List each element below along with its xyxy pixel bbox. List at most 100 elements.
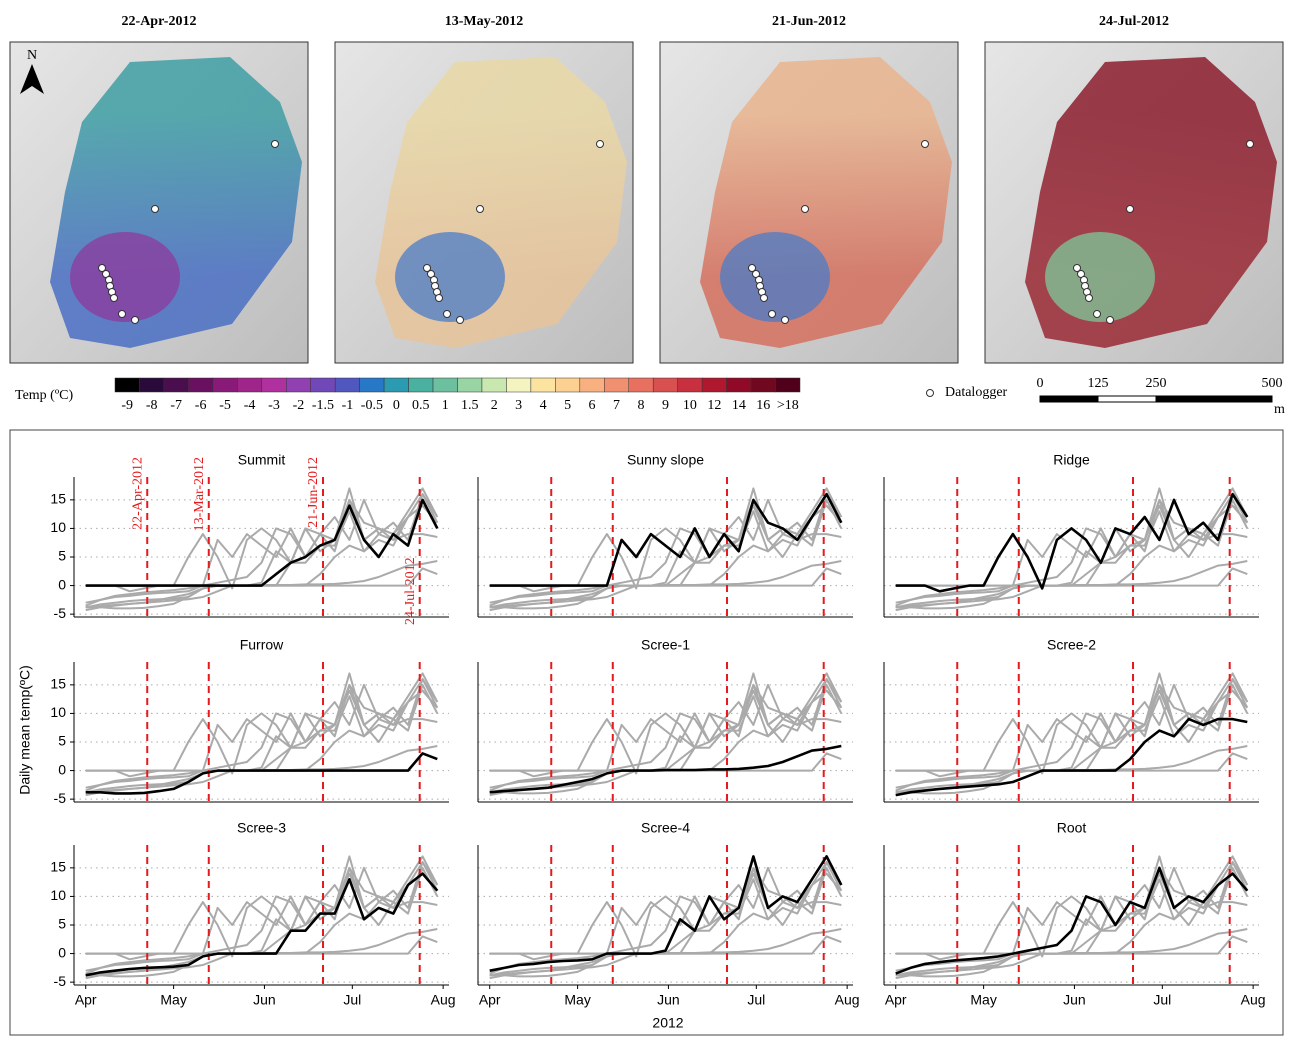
north-arrow [20, 64, 44, 94]
other-site-line [489, 504, 843, 609]
scale-label: 0 [1037, 376, 1044, 391]
scale-unit: m [1274, 402, 1285, 417]
colorbar-label: -2 [293, 398, 305, 413]
colorbar-label: 5 [564, 398, 571, 413]
datalogger [921, 140, 929, 148]
panel-title: Scree-4 [641, 820, 690, 836]
colorbar-swatch [188, 377, 214, 393]
colorbar-label: 1 [442, 398, 449, 413]
datalogger [1085, 294, 1093, 302]
x-tick-label: Apr [479, 992, 501, 1008]
other-site-line [895, 861, 1249, 955]
colorbar-label: 9 [662, 398, 669, 413]
colorbar-swatch [555, 377, 581, 393]
colorbar-label: -5 [219, 398, 231, 413]
site-line [489, 744, 842, 794]
x-axis-label: 2012 [652, 1015, 683, 1031]
x-tick-label: May [564, 992, 590, 1008]
site-line [85, 872, 439, 977]
other-site-line [489, 678, 843, 772]
colorbar-label: -0.5 [361, 398, 383, 413]
other-site-line [895, 493, 1249, 587]
panel-title: Sunny slope [627, 452, 704, 468]
panel-title: Scree-1 [641, 637, 690, 653]
scale-segment [1097, 395, 1157, 403]
colorbar-swatch [457, 377, 483, 393]
colorbar-swatch [726, 377, 752, 393]
other-site-line [85, 861, 439, 955]
colorbar-swatch [383, 377, 409, 393]
map-title: 13-May-2012 [445, 14, 524, 29]
other-site-line [489, 872, 843, 977]
x-tick-label: May [160, 992, 186, 1008]
colorbar-swatch [530, 377, 556, 393]
colorbar-swatch [334, 377, 360, 393]
y-tick-label: -5 [54, 790, 67, 806]
other-site-line [85, 689, 439, 794]
colorbar-label: -9 [121, 398, 133, 413]
panel-title: Scree-2 [1047, 637, 1096, 653]
panel-title: Furrow [240, 637, 284, 653]
other-site-line [895, 683, 1249, 792]
y-axis-label: Daily mean temp(ºC) [17, 665, 33, 795]
y-tick-label: 5 [58, 548, 66, 564]
colorbar-swatch [310, 377, 336, 393]
x-tick-label: Aug [431, 992, 456, 1008]
x-tick-label: Jul [747, 992, 765, 1008]
datalogger [456, 316, 464, 324]
datalogger-label: Datalogger [945, 385, 1008, 400]
other-site-line [85, 866, 439, 975]
chart-frame [9, 429, 1284, 1036]
datalogger [801, 205, 809, 213]
map: N [9, 41, 309, 364]
colorbar-label: 12 [707, 398, 721, 413]
datalogger [1246, 140, 1254, 148]
y-tick-label: 0 [58, 944, 66, 960]
panel-title: Scree-3 [237, 820, 286, 836]
colorbar-label: -7 [170, 398, 182, 413]
colorbar-swatch [432, 377, 458, 393]
datalogger [760, 294, 768, 302]
datalogger [151, 205, 159, 213]
x-tick-label: May [970, 992, 996, 1008]
other-site-line [85, 678, 439, 772]
temperature-patch [720, 232, 830, 322]
y-tick-label: 10 [50, 519, 66, 535]
temperature-patch [395, 232, 505, 322]
datalogger [596, 140, 604, 148]
datalogger [435, 294, 443, 302]
other-site-line [895, 872, 1249, 977]
y-tick-label: -5 [54, 605, 67, 621]
datalogger [110, 294, 118, 302]
site-line [895, 717, 1248, 797]
other-site-line [895, 689, 1249, 794]
colorbar-swatch [677, 377, 703, 393]
date-label: 21-Jun-2012 [306, 457, 321, 528]
panel-title: Root [1057, 820, 1087, 836]
datalogger [271, 140, 279, 148]
scale-label: 250 [1146, 376, 1167, 391]
date-label: 24-Jul-2012 [403, 557, 418, 625]
other-site-line [489, 689, 843, 794]
site-line [489, 855, 843, 972]
other-site-line [489, 861, 843, 955]
other-site-line [895, 678, 1249, 772]
colorbar-title: Temp (ºC) [15, 388, 74, 403]
map-title: 22-Apr-2012 [122, 14, 197, 29]
colorbar-label: -1 [342, 398, 354, 413]
x-tick-label: Aug [1241, 992, 1266, 1008]
x-tick-label: Apr [75, 992, 97, 1008]
y-tick-label: 10 [50, 887, 66, 903]
temperature-patch [70, 232, 180, 322]
map-title: 24-Jul-2012 [1099, 14, 1169, 29]
map [984, 41, 1284, 364]
colorbar-swatch [579, 377, 605, 393]
colorbar-label: 2 [491, 398, 498, 413]
colorbar-swatch [237, 377, 263, 393]
site-line [895, 866, 1249, 975]
x-tick-label: Jun [253, 992, 276, 1008]
y-tick-label: 5 [58, 733, 66, 749]
y-tick-label: 0 [58, 576, 66, 592]
